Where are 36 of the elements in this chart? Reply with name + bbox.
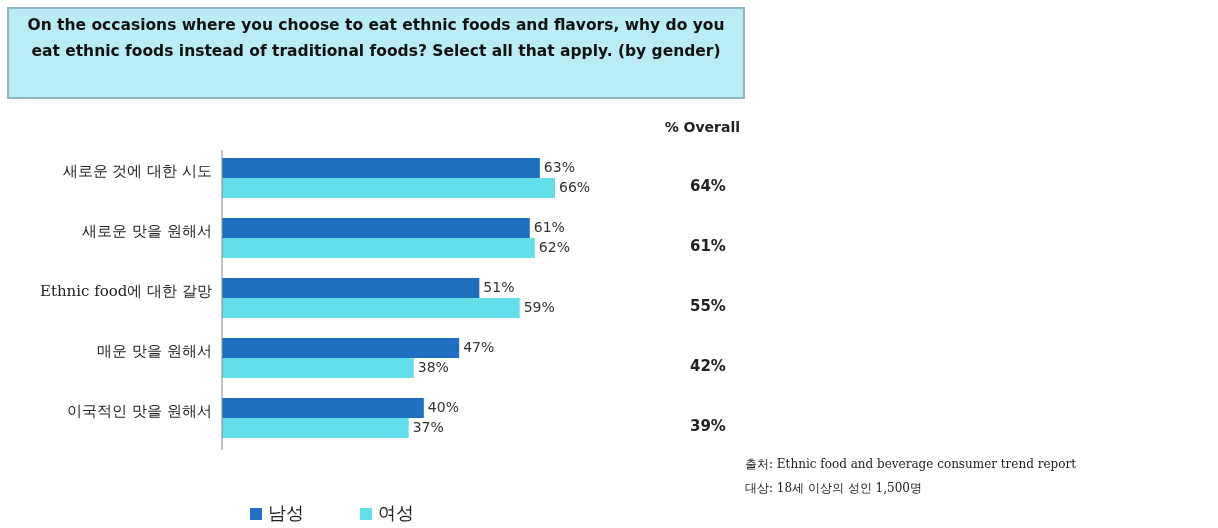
data-label: 37% <box>412 419 444 435</box>
bar <box>222 278 480 298</box>
data-label: 61% <box>533 219 565 235</box>
text: 64% <box>690 176 726 195</box>
text: 39% <box>690 416 726 435</box>
chart-title: On the occasions where you choose to eat ethnic foods and flavors, why do you eat ethnic foods instead of traditional foods? Select all that apply. (by gender) <box>26 15 726 62</box>
data-label: 47% <box>463 339 495 355</box>
bar <box>222 238 535 258</box>
data-label: 63% <box>543 159 575 175</box>
text: 61% <box>690 236 726 255</box>
bar <box>222 418 409 438</box>
data-label: 38% <box>417 359 449 375</box>
source-note: 출처: Ethnic food and beverage consumer trend report <box>745 457 1077 471</box>
y-tick-label: Ethnic food에 대한 갈망 <box>39 282 212 300</box>
bar <box>222 178 555 198</box>
data-label: 40% <box>427 399 459 415</box>
y-tick-label: 새로운 것에 대한 시도 <box>62 162 212 180</box>
text: 55% <box>690 296 726 315</box>
data-label: 66% <box>559 179 591 195</box>
bar <box>222 358 414 378</box>
text: 대상: 18세 이상의 성인 1,500명 <box>745 481 922 495</box>
legend-label: 여성 <box>378 502 414 523</box>
data-label: 51% <box>483 279 515 295</box>
y-tick-label: 새로운 맛을 원해서 <box>82 222 212 240</box>
data-label: 59% <box>523 299 555 315</box>
y-tick-label: 매운 맛을 원해서 <box>97 342 212 360</box>
text: 42% <box>690 356 726 375</box>
data-label: 62% <box>538 239 570 255</box>
bar <box>222 158 540 178</box>
text: % Overall <box>664 119 740 135</box>
legend-label: 남성 <box>268 502 304 523</box>
bar <box>222 218 530 238</box>
y-tick-label: 이국적인 맛을 원해서 <box>67 402 212 420</box>
bar <box>222 338 460 358</box>
bar <box>222 298 520 318</box>
bar <box>222 398 424 418</box>
